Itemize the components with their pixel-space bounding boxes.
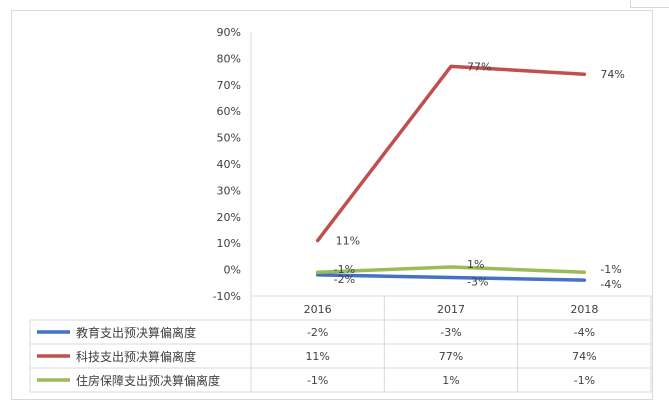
data-label: 74% — [600, 68, 624, 81]
table-cell: 77% — [439, 350, 463, 363]
data-label: -1% — [600, 263, 621, 276]
data-label: 77% — [467, 60, 491, 73]
table-cell: -4% — [574, 326, 595, 339]
table-cell: -1% — [307, 374, 328, 387]
series-line — [315, 273, 587, 282]
data-label: -1% — [334, 263, 355, 276]
y-tick-label: 30% — [217, 184, 241, 197]
table-cell: -1% — [574, 374, 595, 387]
data-table: 2016 2017 2018 教育支出预决算偏离度 -2% -3% -4% 科技支出预决算偏离… — [29, 295, 652, 393]
table-cell: 1% — [442, 374, 459, 387]
legend-entry: 科技支出预决算偏离度 — [76, 349, 196, 364]
table-cell: -3% — [440, 326, 461, 339]
y-axis-ticks: 90% 80% 70% 60% 50% 40% 30% 20% 10% 0% -10% — [213, 26, 241, 303]
data-label: -2% — [334, 273, 355, 286]
data-label: 1% — [467, 258, 484, 271]
y-tick-label: 40% — [217, 158, 241, 171]
data-label: -4% — [600, 278, 621, 291]
sheet-corner — [630, 0, 669, 8]
series-line — [315, 265, 587, 274]
y-tick-label: -10% — [213, 290, 241, 303]
x-tick-label: 2017 — [437, 303, 465, 316]
y-tick-label: 10% — [217, 237, 241, 250]
series-line — [315, 64, 587, 243]
y-tick-label: 90% — [217, 26, 241, 39]
data-labels: -2% -3% -4% 11% 77% 74% -1% 1% -1% — [334, 60, 625, 291]
x-tick-label: 2016 — [304, 303, 332, 316]
legend-entry: 教育支出预决算偏离度 — [76, 325, 196, 340]
chart-area — [11, 10, 653, 400]
y-tick-label: 50% — [217, 132, 241, 145]
y-tick-label: 60% — [217, 105, 241, 118]
data-label: -3% — [467, 276, 488, 289]
y-tick-label: 80% — [217, 52, 241, 65]
y-tick-label: 20% — [217, 211, 241, 224]
x-tick-label: 2018 — [570, 303, 598, 316]
y-tick-label: 0% — [224, 264, 241, 277]
table-cell: 74% — [572, 350, 596, 363]
data-label: 11% — [336, 235, 360, 248]
table-cell: 11% — [305, 350, 329, 363]
legend-entry: 住房保障支出预决算偏离度 — [76, 373, 220, 388]
y-tick-label: 70% — [217, 79, 241, 92]
series-lines — [315, 64, 587, 282]
table-cell: -2% — [307, 326, 328, 339]
